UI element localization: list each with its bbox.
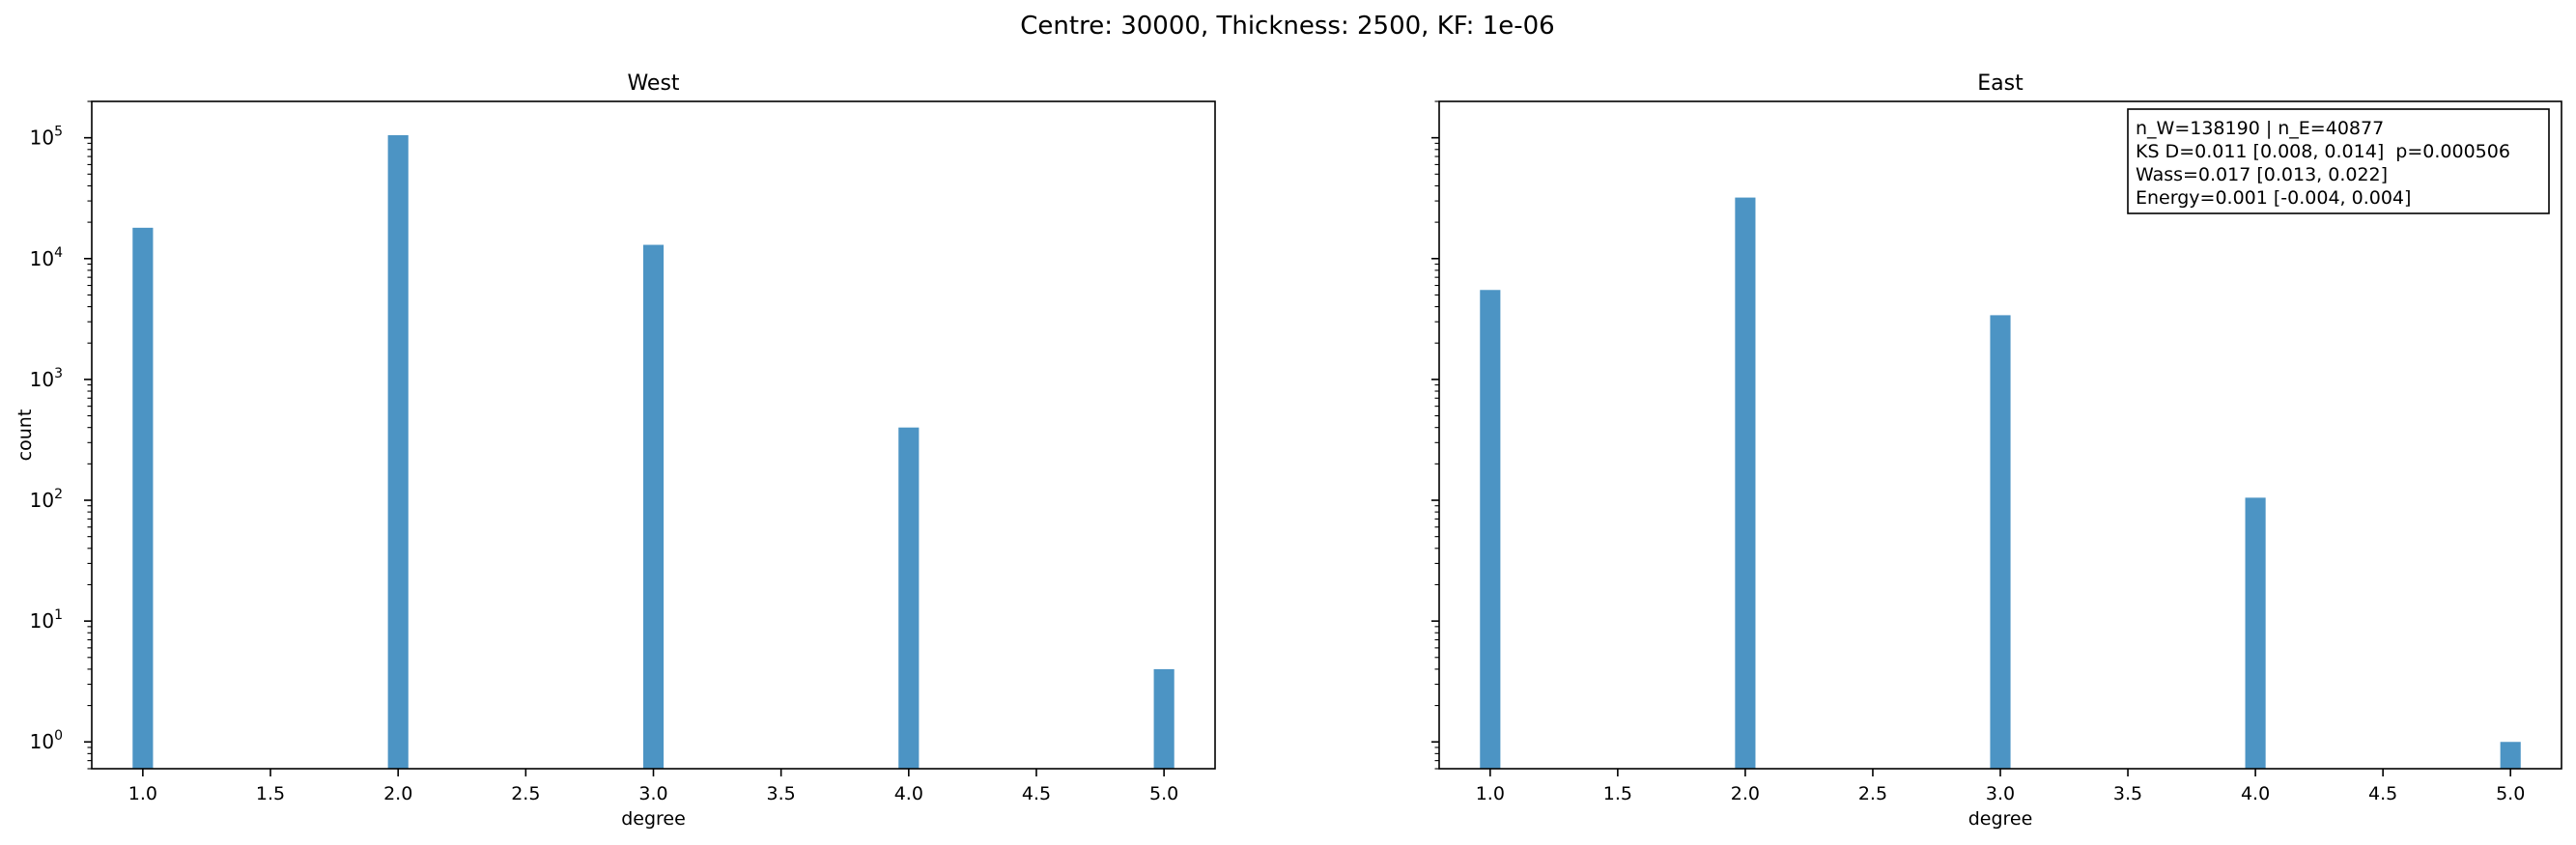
y-axis-label: count	[14, 409, 36, 462]
stats-annotation-line: Wass=0.017 [0.013, 0.022]	[2136, 164, 2388, 185]
bar-degree-1	[1480, 290, 1501, 769]
stats-annotation-line: n_W=138190 | n_E=40877	[2136, 118, 2384, 139]
x-axis-label: degree	[621, 808, 686, 830]
x-tick-label: 2.5	[511, 783, 540, 804]
x-tick-label: 4.0	[894, 783, 923, 804]
x-tick-label: 1.5	[256, 783, 285, 804]
stats-annotation-line: Energy=0.001 [-0.004, 0.004]	[2136, 187, 2411, 209]
west-chart-panel: West 1.0 1.5 2.0 2.5 3.0 3.5 4.0 4.5 5.0 degree 100…	[14, 71, 1216, 830]
x-tick-label: 1.0	[128, 783, 157, 804]
x-tick-label: 4.5	[2368, 783, 2397, 804]
x-tick-label: 2.0	[383, 783, 412, 804]
bar-degree-1	[132, 227, 154, 770]
x-tick-label: 3.0	[638, 783, 667, 804]
figure-suptitle: Centre: 30000, Thickness: 2500, KF: 1e-0…	[1020, 12, 1554, 41]
y-tick-label: 104	[30, 245, 63, 270]
bar-degree-3	[1990, 315, 2011, 769]
y-tick-label: 103	[30, 366, 63, 391]
east-chart-panel: East 1.0 1.5 2.0 2.5 3.0 3.5 4.0 4.5 5.0 degree n_W…	[1431, 71, 2562, 830]
x-tick-label: 4.5	[1022, 783, 1051, 804]
x-tick-label: 4.0	[2241, 783, 2270, 804]
y-tick-label: 100	[30, 728, 63, 753]
bar-degree-4	[898, 427, 920, 769]
stats-annotation-line: KS D=0.011 [0.008, 0.014] p=0.000506	[2136, 141, 2510, 162]
bar-degree-4	[2245, 497, 2266, 769]
y-tick-label: 105	[30, 125, 63, 150]
bar-degree-5	[1153, 668, 1175, 769]
y-tick-label: 102	[30, 487, 63, 512]
y-tick-label: 101	[30, 607, 63, 633]
bar-degree-5	[2500, 742, 2521, 769]
x-tick-label: 3.5	[767, 783, 796, 804]
x-tick-label: 1.0	[1476, 783, 1505, 804]
panel-title: East	[1977, 71, 2024, 96]
stats-annotation-box	[2127, 108, 2550, 214]
panel-title: West	[627, 71, 679, 96]
x-tick-label: 2.5	[1858, 783, 1887, 804]
x-tick-label: 2.0	[1731, 783, 1760, 804]
bar-degree-2	[1735, 197, 1756, 769]
x-tick-label: 5.0	[1149, 783, 1178, 804]
x-axis-label: degree	[1968, 808, 2033, 830]
x-tick-label: 1.5	[1603, 783, 1632, 804]
bar-degree-3	[642, 244, 665, 769]
bar-degree-2	[387, 135, 409, 770]
x-tick-label: 3.0	[1986, 783, 2015, 804]
x-tick-label: 3.5	[2113, 783, 2142, 804]
x-tick-label: 5.0	[2496, 783, 2525, 804]
